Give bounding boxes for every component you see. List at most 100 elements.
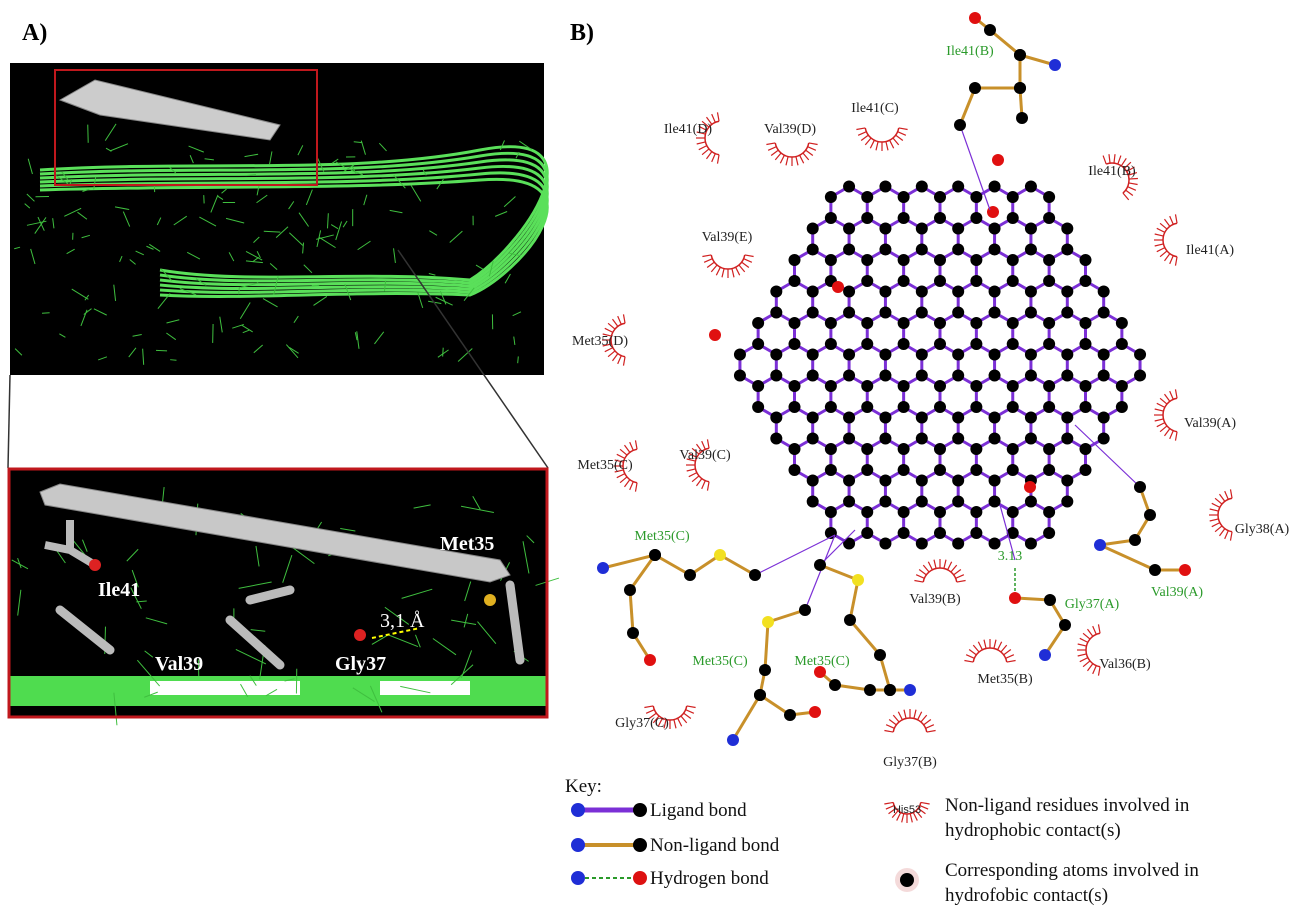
contact-arc <box>1162 397 1178 433</box>
contact-tick <box>884 729 894 733</box>
side-chain <box>330 224 339 230</box>
ligand-atom <box>752 338 765 350</box>
nonligand-bond <box>628 589 635 634</box>
contact-tick <box>1156 422 1166 428</box>
ligand-atom <box>1043 464 1056 476</box>
contact-tick <box>889 139 895 149</box>
ligand-atom <box>1043 212 1056 224</box>
beta-strand <box>39 177 549 298</box>
contact-tick <box>1126 166 1135 173</box>
contact-tick <box>1154 408 1164 412</box>
nonligand-bond <box>1099 543 1156 572</box>
contact-tick <box>648 712 657 720</box>
contact-tick <box>1169 390 1174 400</box>
side-chain <box>302 242 305 254</box>
ligand-atom <box>988 306 1001 319</box>
contact-tick <box>685 709 695 714</box>
ligand-atom <box>824 443 837 455</box>
nonligand-bond <box>1019 53 1056 67</box>
ligand-atom <box>1115 401 1128 413</box>
contact-tick <box>663 719 667 729</box>
side-chain <box>387 634 419 648</box>
contact-tick <box>1163 393 1171 402</box>
contact-tick <box>623 479 631 488</box>
ligand-atom <box>879 369 892 382</box>
contact-tick <box>706 261 715 269</box>
ligand-atom <box>1024 348 1037 361</box>
side-chain <box>186 251 201 260</box>
contact-arc <box>1162 222 1178 258</box>
ligand-atom <box>897 443 910 455</box>
distance-label: 3,1 Å <box>380 610 425 632</box>
nonligand-bond <box>759 693 791 717</box>
side-chain <box>437 349 449 358</box>
contact-tick <box>1229 489 1233 499</box>
ligand-atom <box>952 495 965 508</box>
side-chain <box>503 196 516 208</box>
residue-stick <box>55 605 115 655</box>
side-chain <box>170 359 177 361</box>
ligand-atom <box>806 411 819 424</box>
residue-label: Val39 <box>155 653 203 675</box>
side-chain <box>81 539 88 552</box>
side-chain <box>105 147 112 152</box>
contact-tick <box>706 481 710 491</box>
side-chain <box>131 569 139 588</box>
side-chain <box>84 294 90 301</box>
side-chain <box>160 268 173 281</box>
nonligand-bond <box>719 553 756 577</box>
ligand-atom <box>1097 411 1110 424</box>
side-chain <box>145 617 168 625</box>
contact-tick <box>912 812 918 821</box>
contact-tick <box>701 148 710 156</box>
contact-tick <box>799 154 805 164</box>
contact-tick <box>955 574 965 579</box>
hydrophobic-residue: Val39(D) <box>764 122 818 166</box>
ligand-atom <box>1079 380 1092 392</box>
ligand-atom <box>897 506 910 518</box>
residue-atom <box>649 549 661 561</box>
ligand-atom <box>879 432 892 445</box>
side-chain <box>262 298 278 308</box>
side-chain <box>119 255 123 263</box>
ligand-atom <box>843 243 856 256</box>
residue-atom <box>969 82 981 94</box>
ligand-atom <box>1006 527 1019 539</box>
ligand-atom <box>934 191 946 203</box>
contact-tick <box>703 258 713 263</box>
contact-tick <box>977 641 983 651</box>
ligand-atom <box>934 506 946 518</box>
side-chain <box>477 621 497 644</box>
contact-tick <box>885 724 895 729</box>
contact-tick <box>1163 218 1171 227</box>
key-atom-icon <box>895 868 919 892</box>
key-ligand <box>571 803 647 817</box>
ligand-atom <box>988 537 1001 550</box>
graphene-tube <box>39 483 511 583</box>
contact-tick <box>611 318 619 327</box>
ligand-atom <box>1097 285 1110 298</box>
ligand-atom <box>988 180 1001 193</box>
ligand-atom <box>952 432 965 445</box>
ligand-atom <box>988 369 1001 382</box>
ligand-atom <box>915 285 928 298</box>
contact-tick <box>1120 157 1127 167</box>
contact-tick <box>895 134 904 142</box>
ligand-atom <box>824 380 837 392</box>
side-chain <box>378 142 387 152</box>
contact-tick <box>617 355 622 365</box>
side-chain <box>400 685 431 694</box>
side-chain <box>350 169 363 176</box>
contact-tick <box>1174 214 1178 224</box>
side-chain <box>14 246 21 250</box>
ligand-atom <box>861 506 874 518</box>
contact-tick <box>917 807 926 815</box>
side-chain <box>93 308 107 316</box>
side-chain <box>93 176 97 190</box>
side-chain <box>275 226 289 239</box>
side-chain <box>199 216 217 227</box>
residue-atom <box>684 569 696 581</box>
contact-tick <box>1108 154 1111 164</box>
contact-tick <box>1229 531 1233 541</box>
contact-tick <box>898 127 908 131</box>
